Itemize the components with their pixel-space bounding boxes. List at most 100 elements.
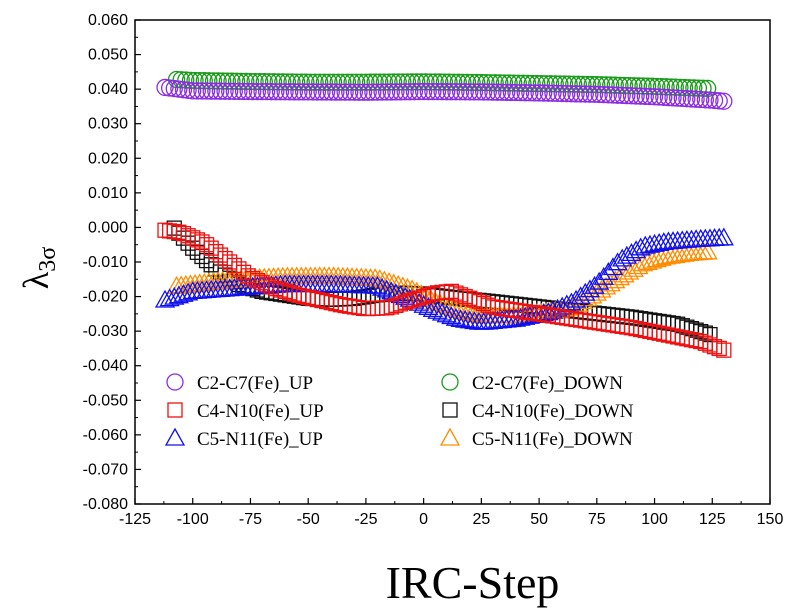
data-point xyxy=(481,74,500,92)
data-point xyxy=(593,266,614,285)
data-point xyxy=(343,73,361,91)
x-tick-label: -75 xyxy=(239,511,262,528)
data-point xyxy=(410,82,428,101)
data-point xyxy=(507,83,525,102)
data-point xyxy=(555,75,574,93)
data-point xyxy=(611,76,629,94)
data-point xyxy=(334,73,352,91)
data-point xyxy=(427,300,448,319)
data-point xyxy=(600,273,621,292)
data-point xyxy=(359,83,377,101)
data-point xyxy=(551,75,569,93)
data-point xyxy=(357,73,375,91)
data-point xyxy=(209,72,227,90)
data-point xyxy=(318,83,336,101)
data-point xyxy=(576,85,594,103)
data-point xyxy=(452,301,474,320)
data-point xyxy=(394,73,412,91)
legend-marker xyxy=(164,427,186,446)
data-point xyxy=(405,83,424,101)
data-point xyxy=(281,83,299,101)
data-point xyxy=(495,74,514,92)
x-axis-title: IRC-Step xyxy=(386,557,560,608)
data-point xyxy=(419,82,437,101)
data-point xyxy=(173,283,194,302)
data-point xyxy=(424,82,442,101)
data-point xyxy=(454,73,472,92)
data-point xyxy=(269,73,287,91)
data-point xyxy=(456,83,474,101)
data-point xyxy=(591,306,607,322)
y-tick-label: -0.050 xyxy=(83,392,128,409)
data-point xyxy=(200,72,218,90)
data-point xyxy=(484,83,502,101)
data-point xyxy=(590,85,608,104)
data-point xyxy=(431,302,453,321)
data-point xyxy=(299,83,317,101)
data-point xyxy=(620,76,638,95)
y-tick-label: 0.020 xyxy=(88,150,128,167)
data-point xyxy=(443,298,464,317)
series-c2-c7-fe-down xyxy=(167,70,717,98)
data-point xyxy=(350,83,368,101)
data-point xyxy=(463,73,481,92)
data-point xyxy=(193,82,211,100)
data-point xyxy=(548,84,567,103)
data-point xyxy=(514,74,532,92)
data-point xyxy=(697,241,718,260)
data-point xyxy=(440,73,458,91)
data-point xyxy=(292,73,310,91)
data-point xyxy=(450,309,471,328)
data-point xyxy=(459,310,480,329)
data-point xyxy=(584,275,605,294)
data-point xyxy=(204,72,223,90)
data-point xyxy=(625,240,647,259)
data-point xyxy=(479,83,497,101)
y-tick-label: -0.070 xyxy=(83,461,128,478)
x-tick-label: 150 xyxy=(757,511,784,528)
data-point xyxy=(552,296,573,315)
data-point xyxy=(575,282,596,301)
data-point xyxy=(585,85,604,103)
data-point xyxy=(605,317,621,333)
data-point xyxy=(225,82,243,101)
data-point xyxy=(216,82,234,100)
data-point xyxy=(253,82,271,101)
data-point xyxy=(241,72,260,91)
data-point xyxy=(609,308,626,324)
data-point xyxy=(354,83,373,101)
data-point xyxy=(523,74,541,93)
data-point xyxy=(255,73,273,91)
data-point xyxy=(235,264,252,281)
data-point xyxy=(711,340,727,357)
data-point xyxy=(516,84,534,102)
data-point xyxy=(186,71,204,90)
data-point xyxy=(371,73,389,91)
data-point xyxy=(365,268,386,287)
data-point xyxy=(673,89,691,108)
data-point xyxy=(567,85,585,103)
series-c2-c7-fe-up xyxy=(156,78,733,110)
data-point xyxy=(457,302,478,321)
data-point xyxy=(578,75,597,94)
data-point xyxy=(466,304,487,323)
data-point xyxy=(609,317,626,334)
x-tick-label: -25 xyxy=(354,511,377,528)
data-point xyxy=(682,90,701,108)
data-point xyxy=(197,82,216,100)
data-point xyxy=(475,83,493,101)
data-point xyxy=(692,90,710,109)
data-point xyxy=(234,82,253,101)
data-point xyxy=(368,83,387,101)
data-point xyxy=(438,296,460,315)
data-point xyxy=(223,72,241,90)
data-point xyxy=(710,92,728,110)
x-tick-label: 125 xyxy=(699,511,726,528)
data-point xyxy=(509,74,527,92)
axis-layer: -125 -100 -75 -50 -25 0 25 50 75 100 125 150 -0.080 -… xyxy=(83,12,784,528)
data-point xyxy=(561,292,582,311)
data-point xyxy=(417,73,435,91)
data-point xyxy=(382,83,400,101)
data-point xyxy=(401,83,419,101)
legend-marker xyxy=(167,402,183,418)
